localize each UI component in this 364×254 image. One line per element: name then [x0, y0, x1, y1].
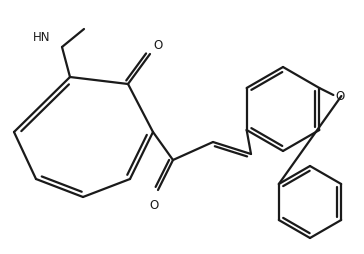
Text: O: O: [153, 39, 162, 52]
Text: O: O: [335, 90, 345, 103]
Text: O: O: [149, 198, 159, 211]
Text: HN: HN: [32, 31, 50, 44]
